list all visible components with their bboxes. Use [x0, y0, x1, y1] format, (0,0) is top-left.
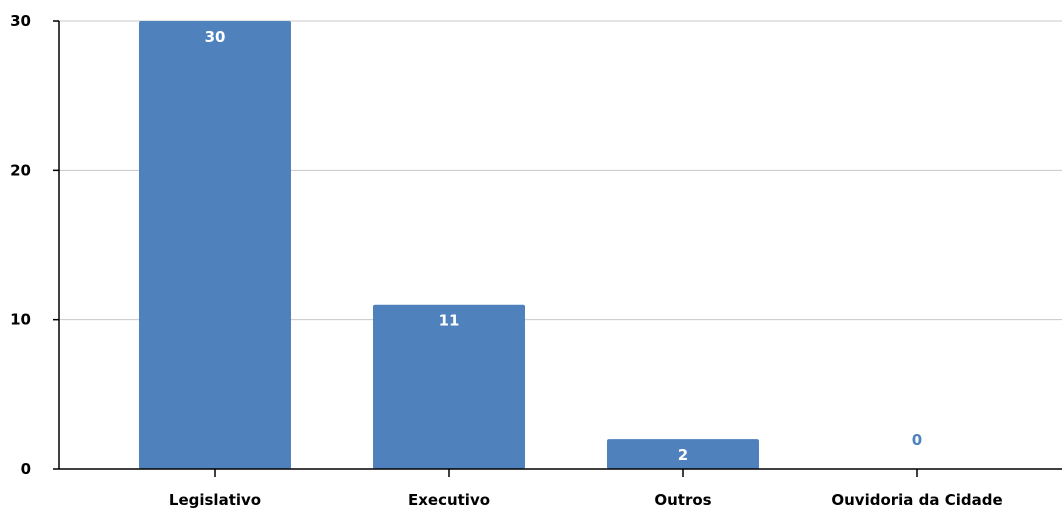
bar-outros — [607, 439, 759, 469]
y-tick-label: 0 — [21, 460, 31, 478]
x-tick-label: Outros — [654, 491, 711, 509]
data-label: 2 — [678, 446, 688, 464]
axes — [53, 20, 1062, 477]
y-tick-label: 30 — [10, 12, 31, 30]
bar-executivo — [373, 304, 525, 469]
data-label: 11 — [439, 312, 460, 330]
x-tick-label: Ouvidoria da Cidade — [831, 491, 1002, 509]
x-tick-label: Executivo — [408, 491, 490, 509]
y-tick-label: 20 — [10, 161, 31, 179]
data-label: 0 — [912, 431, 922, 449]
labels: 0 10 20 30 Legislativo 30 Executivo 11 Outros 2 Ou… — [10, 12, 1003, 509]
y-tick-label: 10 — [10, 311, 31, 329]
x-tick-label: Legislativo — [169, 491, 261, 509]
data-label: 30 — [205, 28, 226, 46]
bars — [139, 21, 759, 469]
bar-legislativo — [139, 21, 291, 469]
